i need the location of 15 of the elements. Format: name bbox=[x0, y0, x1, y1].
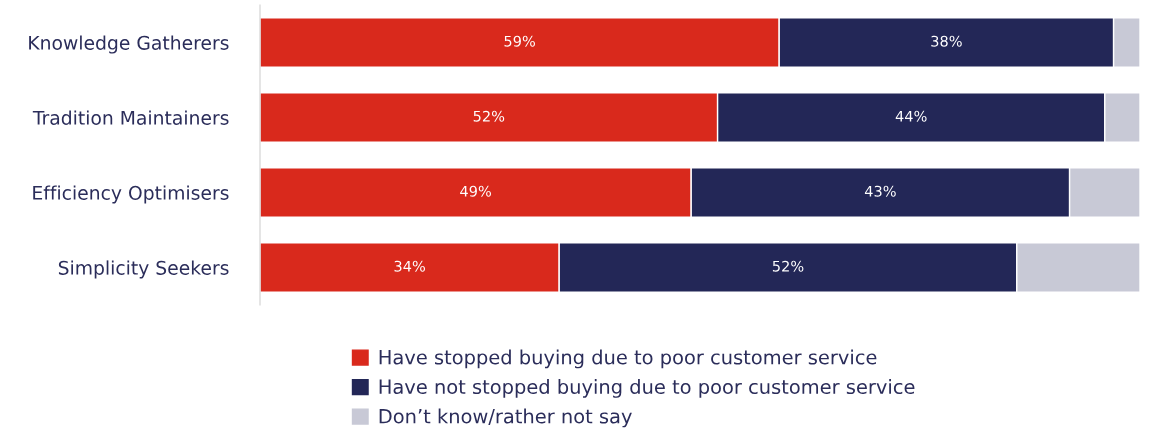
legend-label: Have not stopped buying due to poor customer service bbox=[379, 379, 915, 398]
data-label: 38% bbox=[931, 35, 962, 47]
legend-label: Don’t know/rather not say bbox=[379, 408, 632, 428]
data-label: 52% bbox=[473, 110, 505, 122]
legend-label: Have stopped buying due to poor customer service bbox=[379, 349, 877, 369]
y-tick-label: Efficiency Optimisers bbox=[33, 185, 229, 204]
data-label: 44% bbox=[895, 110, 927, 122]
data-label: 59% bbox=[504, 35, 535, 47]
y-tick-label: Simplicity Seekers bbox=[58, 260, 229, 279]
data-label: 52% bbox=[772, 260, 804, 272]
data-label: 49% bbox=[460, 185, 491, 197]
y-tick-label: Knowledge Gatherers bbox=[29, 35, 229, 54]
data-label: 43% bbox=[864, 185, 896, 197]
y-tick-label: Tradition Maintainers bbox=[32, 110, 229, 125]
data-label: 34% bbox=[394, 260, 425, 272]
